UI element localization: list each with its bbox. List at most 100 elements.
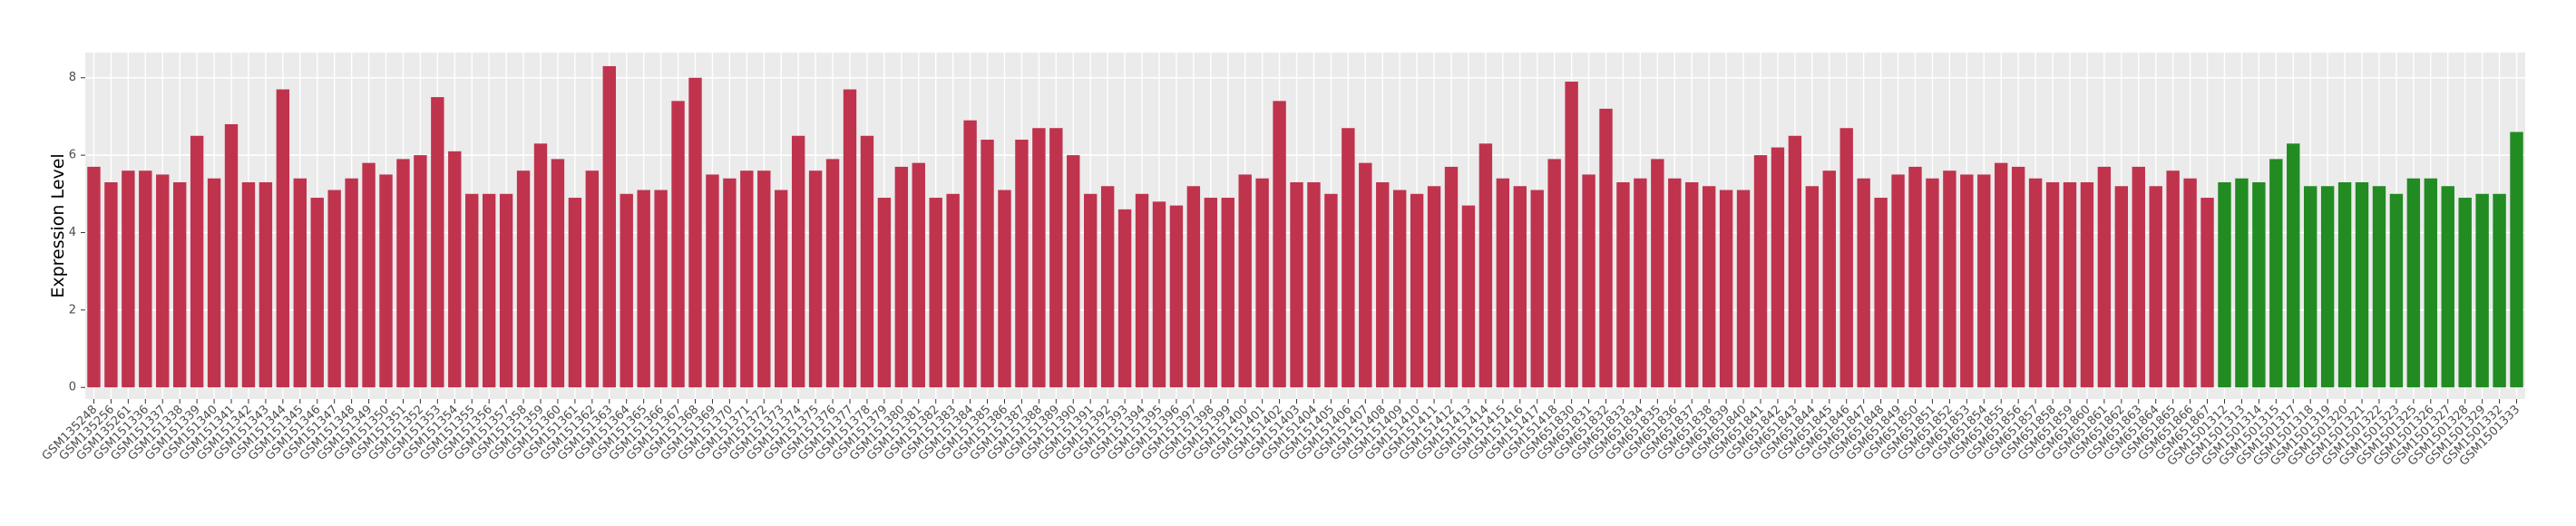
bar [723, 178, 737, 388]
bar [2304, 186, 2317, 388]
bar [1376, 181, 1390, 388]
bar [1977, 174, 1991, 388]
bar [190, 135, 204, 388]
bar [1204, 198, 1218, 388]
bar [2080, 181, 2094, 388]
bar [1530, 190, 1544, 388]
bar [877, 198, 892, 388]
bar [87, 166, 101, 388]
bar [1513, 186, 1527, 388]
bar [345, 178, 358, 388]
bar [1582, 174, 1595, 388]
bar [1117, 209, 1132, 388]
bar [1719, 190, 1733, 388]
bar [241, 181, 256, 388]
bar [825, 159, 840, 388]
bar [1100, 186, 1115, 388]
bar [1290, 181, 1303, 388]
bar [499, 193, 513, 388]
bar [2235, 178, 2249, 388]
bar [1049, 128, 1063, 388]
bar [1427, 186, 1441, 388]
bar [1839, 128, 1853, 388]
y-axis-title: Expression Level [48, 153, 68, 297]
bar [2441, 186, 2454, 388]
bar [2355, 181, 2369, 388]
bar [1135, 193, 1149, 388]
bar [620, 193, 633, 388]
bar [293, 178, 307, 388]
bar [706, 174, 719, 388]
bar [1788, 135, 1802, 388]
bar [1891, 174, 1905, 388]
bar [1565, 82, 1578, 388]
bar [1874, 198, 1888, 388]
bar [259, 181, 273, 388]
bar [448, 151, 462, 388]
bar [1461, 205, 1476, 388]
bar [1307, 181, 1321, 388]
bar [1478, 143, 1493, 388]
bar [139, 170, 152, 388]
bar [1943, 170, 1956, 388]
bar [2028, 178, 2043, 388]
bar [2200, 198, 2214, 388]
bar [2269, 159, 2283, 388]
bar [860, 135, 874, 388]
bar [482, 193, 496, 388]
bar [2183, 178, 2197, 388]
bar [2252, 181, 2266, 388]
bar [1067, 155, 1080, 388]
bar [2287, 143, 2300, 388]
bar [602, 65, 616, 388]
bar [362, 162, 376, 388]
bar [757, 170, 771, 388]
bar [2389, 193, 2404, 388]
bar [946, 193, 960, 388]
bar [775, 190, 788, 388]
bar [2510, 132, 2523, 388]
bar [671, 101, 685, 388]
y-tick-label: 2 [69, 303, 76, 317]
bar [1186, 186, 1201, 388]
y-tick-label: 0 [69, 381, 76, 394]
bar [465, 193, 479, 388]
bar [2166, 170, 2180, 388]
bar [396, 159, 410, 388]
bar [981, 140, 994, 388]
bar [791, 135, 805, 388]
bar [2063, 181, 2077, 388]
bar [2424, 178, 2438, 388]
bar [1822, 170, 1836, 388]
bar [1685, 181, 1699, 388]
bar [637, 190, 650, 388]
bar [1805, 186, 1820, 388]
bar [912, 162, 925, 388]
bar [207, 178, 221, 388]
bar [2149, 186, 2162, 388]
bar [414, 155, 427, 388]
bar [1496, 178, 1510, 388]
bar [1960, 174, 1974, 388]
bar [2132, 166, 2145, 388]
bar [1032, 128, 1046, 388]
bar [1547, 159, 1561, 388]
bar [224, 123, 239, 388]
bar [1410, 193, 1424, 388]
bar [327, 190, 341, 388]
bar [1152, 201, 1166, 388]
bar [551, 159, 565, 388]
bar [963, 120, 977, 388]
bar [1273, 101, 1286, 388]
bar [1599, 108, 1613, 388]
bar [2458, 198, 2472, 388]
y-tick-label: 6 [69, 149, 76, 162]
bar [1736, 190, 1751, 388]
bar [2493, 193, 2506, 388]
y-tick-label: 8 [69, 71, 76, 84]
bar [1616, 181, 1630, 388]
bar [1324, 193, 1338, 388]
bar [2320, 186, 2335, 388]
bar [310, 198, 324, 388]
bar [1238, 174, 1252, 388]
